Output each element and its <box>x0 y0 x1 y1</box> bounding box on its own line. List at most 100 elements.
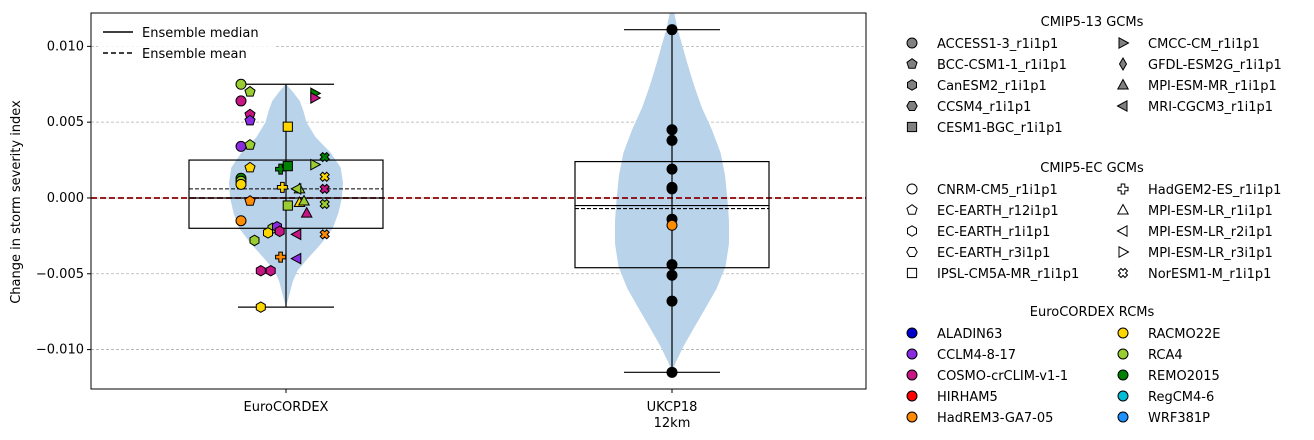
plot-frame <box>90 12 867 390</box>
legend-marker-0-4 <box>906 121 918 133</box>
box <box>188 159 384 229</box>
legend-label-0-7: MPI-ESM-MR_r1i1p1 <box>1148 79 1277 94</box>
data-point-0-17 <box>274 225 285 238</box>
inner-legend: Ensemble median Ensemble mean <box>98 18 274 68</box>
x-tick-label-0: EuroCORDEX <box>244 400 329 415</box>
legend-label-2-0: ALADIN63 <box>937 327 1002 342</box>
data-point-0-31 <box>290 182 302 195</box>
legend-marker-1-1 <box>906 204 918 215</box>
legend-label-2-9: WRF381P <box>1148 411 1210 426</box>
data-point-0-12 <box>235 215 247 227</box>
legend-marker-1-3 <box>906 247 918 257</box>
data-point-1-1 <box>666 124 678 136</box>
data-point-0-37 <box>319 151 330 163</box>
legend-marker-2-4 <box>906 411 918 423</box>
legend-marker-1-6 <box>1116 203 1130 215</box>
legend-label-1-3: EC-EARTH_r3i1p1 <box>937 246 1050 261</box>
legend-label-0-8: MRI-CGCM3_r1i1p1 <box>1148 100 1273 115</box>
y-tick-label-2: 0.000 <box>47 191 84 206</box>
legend-title-0: CMIP5-13 GCMs <box>1041 15 1144 30</box>
legend-marker-1-9 <box>1117 267 1129 279</box>
data-point-0-11 <box>244 195 256 206</box>
data-point-1-0 <box>666 24 678 36</box>
legend-label-2-8: RegCM4-6 <box>1148 390 1214 405</box>
y-tick-label-0: −0.010 <box>36 343 84 358</box>
inner-legend-label-0: Ensemble median <box>142 26 259 41</box>
legend-label-2-4: HadREM3-GA7-05 <box>937 411 1053 426</box>
data-point-1-2 <box>666 134 678 146</box>
legend-label-0-0: ACCESS1-3_r1i1p1 <box>937 37 1058 52</box>
legend-marker-2-3 <box>906 390 918 402</box>
legend-label-1-4: IPSL-CM5A-MR_r1i1p1 <box>937 267 1079 282</box>
legend-label-2-5: RACMO22E <box>1148 327 1220 342</box>
data-point-0-20 <box>255 301 266 313</box>
legend-label-1-8: MPI-ESM-LR_r3i1p1 <box>1148 246 1273 261</box>
legend-marker-2-6 <box>1117 348 1129 360</box>
legend-marker-1-0 <box>906 183 918 195</box>
legend-title-2: EuroCORDEX RCMs <box>1030 305 1155 320</box>
data-point-0-26 <box>282 200 293 211</box>
data-point-0-1 <box>244 85 256 97</box>
y-tick-label-3: 0.005 <box>47 115 84 130</box>
legend-section-0: CMIP5-13 GCMs ACCESS1-3_r1i1p1 BCC-CSM1-1_… <box>906 15 1282 136</box>
data-point-0-35 <box>310 91 322 104</box>
data-point-0-33 <box>290 252 302 265</box>
data-point-1-10 <box>666 295 678 307</box>
legend-marker-1-5 <box>1117 183 1129 195</box>
data-point-0-21 <box>275 163 287 175</box>
data-point-1-9 <box>666 269 678 281</box>
legend-marker-1-4 <box>906 267 918 279</box>
legend-label-2-7: REMO2015 <box>1148 369 1220 384</box>
axes: −0.010 −0.005 0.000 0.005 0.010 EuroCORDEX UKC… <box>36 12 867 431</box>
legend-label-1-0: CNRM-CM5_r1i1p1 <box>937 183 1058 198</box>
y-tick-label-4: 0.010 <box>47 39 84 54</box>
data-point-0-38 <box>319 171 330 182</box>
data-point-0-0 <box>235 78 247 90</box>
legend-marker-0-1 <box>906 58 918 69</box>
x-tick-label-1: UKCP18 <box>647 400 698 415</box>
legend-section-1: CMIP5-EC GCMs CNRM-CM5_r1i1p1 EC-EARTH_r12… <box>906 161 1281 282</box>
data-point-0-10 <box>235 178 247 190</box>
legend-marker-2-8 <box>1117 390 1129 402</box>
data-point-0-19 <box>265 264 276 277</box>
y-axis-label: Change in storm severity index <box>9 100 24 304</box>
inner-legend-label-1: Ensemble mean <box>142 47 247 62</box>
legend-marker-0-6 <box>1118 57 1128 71</box>
data-point-1-7 <box>666 219 678 231</box>
data-point-1-5 <box>666 183 678 195</box>
legend-label-2-2: COSMO-crCLIM-v1-1 <box>937 369 1068 384</box>
data-point-0-5 <box>235 140 247 152</box>
legend-marker-1-2 <box>907 225 917 237</box>
legend-label-2-1: CCLM4-8-17 <box>937 348 1016 363</box>
legend-title-1: CMIP5-EC GCMs <box>1040 161 1144 176</box>
legend-marker-0-0 <box>906 37 918 49</box>
legend-label-1-7: MPI-ESM-LR_r2i1p1 <box>1148 225 1273 240</box>
data-point-0-41 <box>319 229 330 240</box>
data-point-1-11 <box>666 366 678 378</box>
legend-label-1-6: MPI-ESM-LR_r1i1p1 <box>1148 204 1273 219</box>
data-point-0-24 <box>282 121 293 132</box>
legend-label-0-4: CESM1-BGC_r1i1p1 <box>937 121 1063 136</box>
data-point-0-4 <box>244 114 256 126</box>
legend-marker-0-8 <box>1116 99 1128 113</box>
data-point-0-6 <box>244 138 256 150</box>
legend-marker-2-5 <box>1117 327 1129 339</box>
legend-marker-0-7 <box>1116 78 1130 90</box>
legend-label-1-5: HadGEM2-ES_r1i1p1 <box>1148 183 1281 198</box>
data-point-1-8 <box>666 259 678 271</box>
legend-marker-1-8 <box>1118 245 1130 259</box>
data-point-0-40 <box>319 198 330 210</box>
data-point-0-25 <box>282 161 293 172</box>
legend-marker-0-3 <box>906 101 918 111</box>
legend-marker-2-0 <box>906 327 918 339</box>
legend-label-1-1: EC-EARTH_r12i1p1 <box>937 204 1059 219</box>
legend-marker-0-5 <box>1118 36 1130 50</box>
legend-marker-2-1 <box>906 348 918 360</box>
legend-marker-1-7 <box>1116 224 1128 238</box>
legend-label-1-2: EC-EARTH_r1i1p1 <box>937 225 1050 240</box>
data-point-0-23 <box>275 251 287 263</box>
x-tick-sublabel-1: 12km <box>654 416 691 431</box>
legend-marker-0-2 <box>907 79 917 91</box>
data-point-0-13 <box>249 234 260 247</box>
